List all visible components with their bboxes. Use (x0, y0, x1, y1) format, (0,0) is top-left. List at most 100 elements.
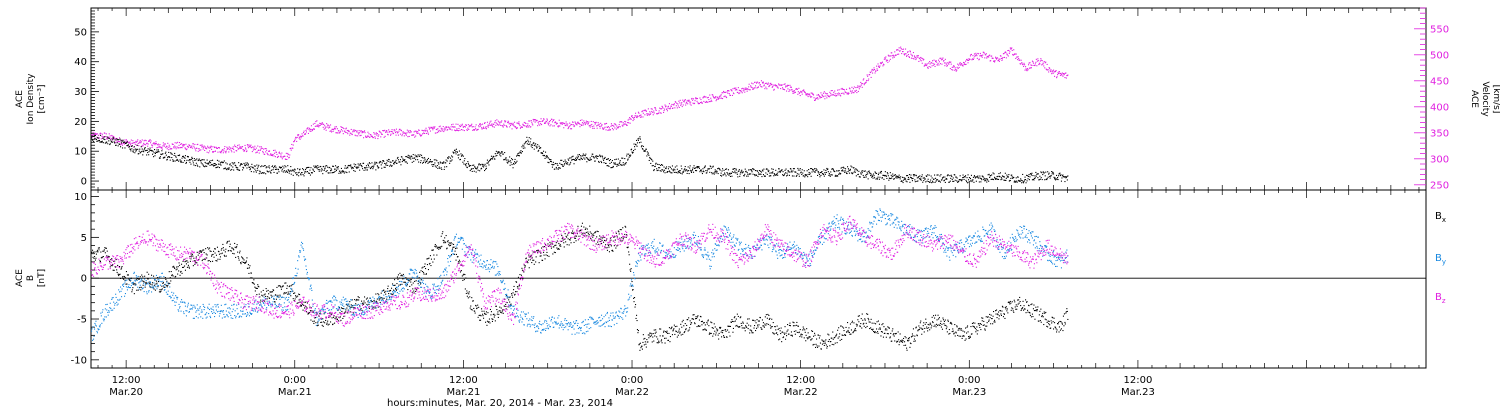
velocity-series-point (789, 84, 791, 86)
density-series-point (899, 178, 901, 180)
density-series-point (326, 170, 328, 172)
density-series-point (142, 154, 144, 156)
bx-series-point (317, 324, 319, 326)
velocity-series-point (1022, 64, 1024, 66)
density-series-point (523, 145, 525, 147)
density-series-point (998, 173, 1000, 175)
velocity-series-point (409, 132, 411, 134)
velocity-series-point (974, 55, 976, 57)
density-series-point (987, 179, 989, 181)
density-series-point (311, 172, 313, 174)
bx-series-point (469, 307, 471, 309)
velocity-series-point (702, 97, 704, 99)
velocity-series-point (1025, 68, 1027, 70)
velocity-series-point (584, 122, 586, 124)
velocity-series-point (213, 146, 215, 148)
velocity-series-point (593, 125, 595, 127)
velocity-series-point (214, 147, 216, 149)
velocity-series-point (965, 60, 967, 62)
velocity-series-point (911, 55, 913, 57)
velocity-series-point (119, 141, 121, 143)
density-series-point (954, 174, 956, 176)
velocity-series-point (285, 152, 287, 154)
density-series-point (1046, 178, 1048, 180)
velocity-series-point (983, 51, 985, 53)
velocity-series-point (847, 92, 849, 94)
density-series-point (544, 154, 546, 156)
bx-series-point (265, 288, 267, 290)
density-series-point (128, 146, 130, 148)
density-series-point (515, 161, 517, 163)
velocity-series-point (995, 57, 997, 59)
density-series-point (426, 159, 428, 161)
density-series-point (660, 164, 662, 166)
bx-series-point (410, 281, 412, 283)
density-series-point (514, 161, 516, 163)
velocity-series-point (510, 122, 512, 124)
density-series-point (135, 150, 137, 152)
density-series-point (487, 162, 489, 164)
velocity-series-point (818, 94, 820, 96)
bottom-panel-frame (90, 189, 1427, 369)
velocity-series-point (941, 58, 943, 60)
velocity-series-point (413, 131, 415, 133)
density-series-point (201, 159, 203, 161)
bx-series-point (412, 282, 414, 284)
density-series-point (562, 165, 564, 167)
density-series-point (420, 160, 422, 162)
velocity-series-point (404, 132, 406, 134)
bx-series-point (303, 301, 305, 303)
velocity-series-point (1005, 51, 1007, 53)
velocity-series-point (553, 119, 555, 121)
density-series-point (843, 167, 845, 169)
velocity-series-point (991, 55, 993, 57)
velocity-series-point (482, 123, 484, 125)
bx-series-point (362, 302, 364, 304)
density-series-point (340, 172, 342, 174)
density-series-point (528, 137, 530, 139)
density-series-point (652, 165, 654, 167)
density-series-point (616, 165, 618, 167)
velocity-series-point (364, 132, 366, 134)
bx-series-point (502, 309, 504, 311)
density-series-point (1004, 172, 1006, 174)
velocity-series-point (639, 114, 641, 116)
density-series-point (284, 171, 286, 173)
density-series-point (154, 152, 156, 154)
velocity-series-point (845, 92, 847, 94)
density-series-point (1014, 180, 1016, 182)
bx-series-point (232, 248, 234, 250)
velocity-series-point (118, 141, 120, 143)
velocity-series-point (770, 82, 772, 84)
density-series-point (1035, 171, 1037, 173)
density-series-point (917, 180, 919, 182)
velocity-series-point (1044, 62, 1046, 64)
bx-series-point (189, 256, 191, 258)
velocity-series-point (189, 145, 191, 147)
bx-series-point (137, 289, 139, 291)
bx-series-point (189, 260, 191, 262)
velocity-series-point (922, 58, 924, 60)
bx-series-point (172, 266, 174, 268)
velocity-series-point (628, 122, 630, 124)
velocity-series-point (784, 83, 786, 85)
density-series-point (396, 162, 398, 164)
velocity-series-point (315, 121, 317, 123)
bx-series-point (500, 307, 502, 309)
bx-series-point (490, 311, 492, 313)
density-series-point (380, 161, 382, 163)
density-series-point (96, 137, 98, 139)
bx-series-point (400, 274, 402, 276)
velocity-series-point (613, 125, 615, 127)
velocity-series-point (464, 125, 466, 127)
density-series-point (799, 169, 801, 171)
density-series-point (431, 164, 433, 166)
density-series-point (674, 166, 676, 168)
density-series-point (894, 174, 896, 176)
bx-series-point (454, 250, 456, 252)
density-series-point (704, 166, 706, 168)
density-series-point (498, 152, 500, 154)
density-series-point (124, 147, 126, 149)
bx-series-point (145, 282, 147, 284)
density-series-point (721, 175, 723, 177)
